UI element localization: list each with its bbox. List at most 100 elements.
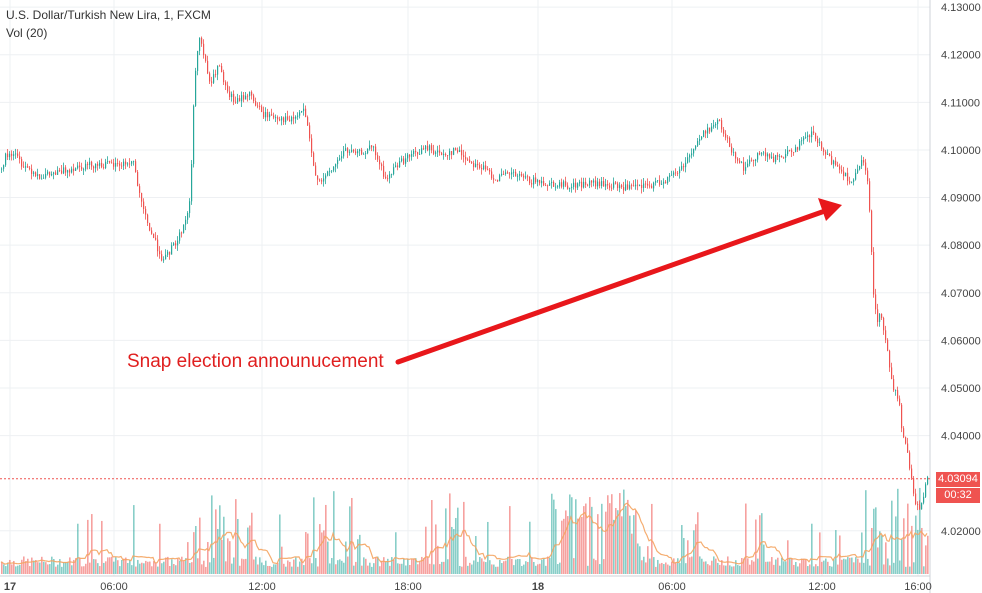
volume-bar <box>627 499 629 574</box>
volume-bar <box>241 558 243 574</box>
candle-body <box>135 161 137 173</box>
candle-body <box>539 180 541 184</box>
volume-bar <box>453 529 455 574</box>
candle-body <box>209 73 211 82</box>
volume-bar <box>203 560 205 574</box>
candle-body <box>81 167 83 170</box>
volume-bar <box>575 499 577 574</box>
candle-body <box>501 173 503 176</box>
candle-body <box>863 160 865 163</box>
candle-body <box>349 151 351 153</box>
candle-body <box>895 390 897 391</box>
volume-bar <box>433 564 435 574</box>
volume-bar <box>155 562 157 574</box>
candle-body <box>357 151 359 154</box>
volume-bar <box>865 490 867 574</box>
candle-body <box>79 165 81 168</box>
volume-bar <box>883 564 885 574</box>
candle-body <box>735 152 737 159</box>
candle-body <box>399 161 401 168</box>
candle-body <box>137 172 139 187</box>
volume-bar <box>667 564 669 574</box>
candle-body <box>799 140 801 150</box>
volume-bar <box>245 558 247 574</box>
candle-body <box>915 493 917 505</box>
volume-bar <box>683 538 685 574</box>
candle-body <box>631 185 633 187</box>
candle-body <box>325 175 327 179</box>
volume-bar <box>641 560 643 574</box>
candle-body <box>593 180 595 183</box>
volume-bar <box>69 557 71 574</box>
volume-bar <box>457 507 459 574</box>
volume-bar <box>285 566 287 574</box>
volume-bar <box>603 559 605 574</box>
candle-body <box>71 168 73 173</box>
volume-bar <box>383 557 385 574</box>
volume-bar <box>71 565 73 574</box>
candle-body <box>75 168 77 171</box>
volume-bar <box>77 523 79 574</box>
volume-bar <box>439 564 441 574</box>
volume-bar <box>39 562 41 574</box>
volume-bar <box>585 503 587 574</box>
volume-bar <box>611 494 613 574</box>
volume-bar <box>541 559 543 574</box>
candle-body <box>97 163 99 166</box>
volume-indicator-label[interactable]: Vol (20) <box>6 26 48 40</box>
candle-body <box>879 314 881 322</box>
candle-body <box>85 163 87 170</box>
volume-bar <box>473 560 475 574</box>
candle-body <box>247 95 249 97</box>
candles <box>1 36 929 511</box>
candle-body <box>313 152 315 166</box>
volume-bar <box>763 544 765 574</box>
volume-bar <box>393 559 395 574</box>
y-tick-label: 4.08000 <box>941 240 981 252</box>
candle-body <box>553 181 555 187</box>
volume-bar <box>83 566 85 574</box>
volume-bar <box>565 510 567 574</box>
candle-body <box>395 165 397 168</box>
volume-bar <box>753 561 755 574</box>
volume-bar <box>197 558 199 574</box>
volume-bar <box>719 564 721 574</box>
volume-bar <box>287 560 289 574</box>
volume-bar <box>917 529 919 574</box>
candle-body <box>889 350 891 368</box>
candle-body <box>855 172 857 180</box>
volume-bar <box>113 561 115 574</box>
volume-bar <box>751 560 753 574</box>
volume-bar <box>861 532 863 574</box>
candle-body <box>485 165 487 170</box>
candle-body <box>911 468 913 479</box>
volume-bar <box>715 558 717 574</box>
volume-bar <box>131 565 133 574</box>
candle-body <box>705 130 707 134</box>
volume-bar <box>365 558 367 574</box>
candle-body <box>201 37 203 44</box>
volume-bar <box>261 562 263 574</box>
volume-bar <box>499 559 501 574</box>
candle-body <box>515 171 517 177</box>
volume-bar <box>591 506 593 574</box>
volume-bar <box>899 560 901 574</box>
candle-body <box>13 154 15 156</box>
candle-body <box>249 91 251 97</box>
candle-body <box>609 185 611 188</box>
candle-body <box>9 153 11 158</box>
volume-bar <box>209 562 211 574</box>
volume-bar <box>927 535 929 574</box>
volume-bar <box>85 563 87 574</box>
volume-bar <box>403 558 405 574</box>
candle-body <box>921 502 923 510</box>
volume-bar <box>171 559 173 574</box>
candle-body <box>217 65 219 75</box>
candle-body <box>509 173 511 175</box>
volume-bar <box>727 556 729 574</box>
candle-body <box>677 172 679 174</box>
candle-body <box>43 177 45 179</box>
volume-bar <box>99 566 101 574</box>
volume-bar <box>889 565 891 574</box>
